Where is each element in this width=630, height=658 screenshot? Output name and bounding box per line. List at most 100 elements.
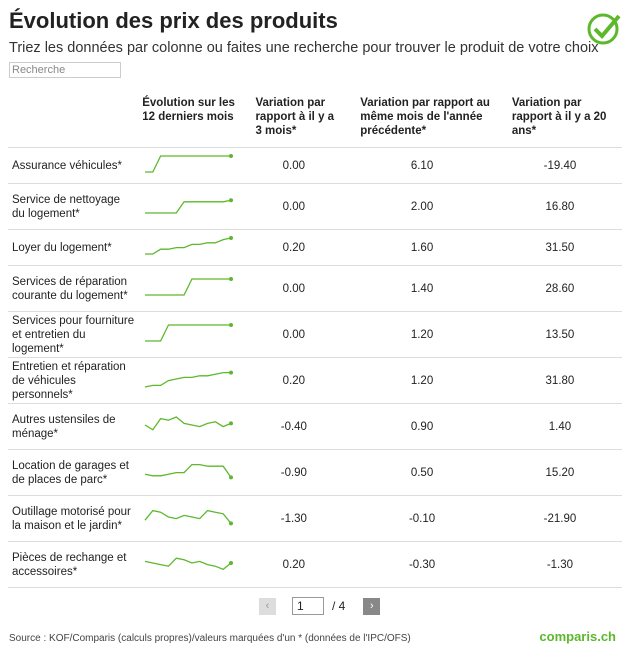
sparkline-cell xyxy=(138,229,242,266)
value-cell: 6.10 xyxy=(346,147,498,184)
product-name: Pièces de rechange et accessoires* xyxy=(8,541,139,588)
value-cell: -0.90 xyxy=(241,449,347,496)
sparkline-cell xyxy=(138,265,242,312)
value-cell: 0.00 xyxy=(241,311,347,358)
sparkline-line xyxy=(145,463,232,478)
sparkline-cell xyxy=(138,147,242,184)
page-total: / 4 xyxy=(332,599,346,613)
value-cell: 0.00 xyxy=(241,265,347,312)
value-cell: 1.20 xyxy=(346,311,498,358)
value-cell: 1.20 xyxy=(346,357,498,404)
table: Évolution sur les 12 derniers mois Variat… xyxy=(8,92,622,588)
sparkline-line xyxy=(144,509,232,524)
sparkline xyxy=(145,153,234,173)
sparkline-cell xyxy=(138,311,242,358)
logo: comparis.ch xyxy=(539,629,616,644)
sparkline xyxy=(145,322,234,342)
sparkline-end xyxy=(229,235,234,240)
value-cell: -0.40 xyxy=(241,403,347,450)
sparkline-end xyxy=(229,560,234,565)
prev-button[interactable]: ‹ xyxy=(259,597,276,615)
sparkline xyxy=(144,509,234,525)
value-cell: 0.90 xyxy=(346,403,498,450)
value-cell: 1.40 xyxy=(346,265,498,312)
sparkline-line xyxy=(145,199,232,214)
row: Services de réparation courante du logem… xyxy=(8,265,622,312)
sparkline-end xyxy=(229,520,234,525)
sparkline xyxy=(145,370,234,388)
page-input[interactable]: 1 xyxy=(292,597,324,615)
value-cell: 31.50 xyxy=(497,229,622,266)
sparkline-line xyxy=(145,154,232,173)
column-header: Variation par rapport au même mois de l'… xyxy=(346,92,498,148)
sparkline-end xyxy=(229,322,234,327)
sparkline-end xyxy=(229,420,234,425)
search-box[interactable]: Recherche xyxy=(9,62,121,78)
sparkline-line xyxy=(145,323,232,342)
column-header: Variation par rapport à il y a 3 mois* xyxy=(241,92,347,148)
sparkline-cell xyxy=(138,403,242,450)
sparkline-cell xyxy=(138,495,242,542)
value-cell: 1.60 xyxy=(346,229,498,266)
sparkline-end xyxy=(229,370,234,375)
sparkline xyxy=(145,235,234,255)
sparkline-line xyxy=(145,556,232,570)
value-cell: -1.30 xyxy=(241,495,347,542)
value-cell: 0.00 xyxy=(241,183,347,230)
value-cell: -21.90 xyxy=(497,495,622,542)
value-cell: 0.00 xyxy=(241,147,347,184)
row: Pièces de rechange et accessoires* 0.20 -0… xyxy=(8,541,622,588)
value-cell: -0.10 xyxy=(346,495,498,542)
sparkline-end xyxy=(229,276,234,281)
row: Outillage motorisé pour la maison et le … xyxy=(8,495,622,542)
value-cell: -0.30 xyxy=(346,541,498,588)
row: Services pour fourniture et entretien du… xyxy=(8,311,622,358)
value-cell: 28.60 xyxy=(497,265,622,312)
row: Autres ustensiles de ménage* -0.40 0.90 1.4… xyxy=(8,403,622,450)
sparkline-cell xyxy=(138,541,242,588)
row: Assurance véhicules* 0.00 6.10 -19.40 xyxy=(8,147,622,184)
sparkline-end xyxy=(229,197,234,202)
sparkline-line xyxy=(145,277,232,296)
product-name: Assurance véhicules* xyxy=(8,147,139,184)
sparkline xyxy=(145,556,234,570)
product-name: Autres ustensiles de ménage* xyxy=(8,403,139,450)
product-name: Service de nettoyage du logement* xyxy=(8,183,139,230)
product-name: Services de réparation courante du logem… xyxy=(8,265,139,312)
row: Loyer du logement* 0.20 1.60 31.50 xyxy=(8,229,622,266)
column-header: Variation par rapport à il y a 20 ans* xyxy=(497,92,622,148)
product-name: Location de garages et de places de parc… xyxy=(8,449,139,496)
value-cell: -19.40 xyxy=(497,147,622,184)
value-cell: 0.20 xyxy=(241,229,347,266)
title: Évolution des prix des produits xyxy=(9,8,338,33)
sparkline-cell xyxy=(138,183,242,230)
value-cell: 31.80 xyxy=(497,357,622,404)
sparkline-cell xyxy=(138,449,242,496)
next-button[interactable]: › xyxy=(363,597,381,615)
value-cell: 2.00 xyxy=(346,183,498,230)
value-cell: 0.20 xyxy=(241,357,347,404)
source: Source : KOF/Comparis (calculs propres)/… xyxy=(9,633,411,644)
sparkline-line xyxy=(145,236,232,255)
sparkline-cell xyxy=(138,357,242,404)
sparkline xyxy=(145,463,234,479)
value-cell: 13.50 xyxy=(497,311,622,358)
value-cell: 15.20 xyxy=(497,449,622,496)
value-cell: 1.40 xyxy=(497,403,622,450)
product-name: Loyer du logement* xyxy=(8,229,139,266)
column-header xyxy=(8,92,139,148)
sparkline-end xyxy=(229,153,234,158)
value-cell: 0.50 xyxy=(346,449,498,496)
row: Service de nettoyage du logement* 0.00 2.0… xyxy=(8,183,622,230)
sparkline xyxy=(145,197,234,214)
check-logo xyxy=(587,13,621,45)
row: Location de garages et de places de parc… xyxy=(8,449,622,496)
sparkline-end xyxy=(229,474,234,479)
value-cell: 0.20 xyxy=(241,541,347,588)
value-cell: -1.30 xyxy=(497,541,622,588)
subtitle: Triez les données par colonne ou faites … xyxy=(9,40,599,56)
row: Entretien et réparation de véhicules per… xyxy=(8,357,622,404)
product-name: Entretien et réparation de véhicules per… xyxy=(8,357,139,404)
sparkline xyxy=(145,276,234,296)
